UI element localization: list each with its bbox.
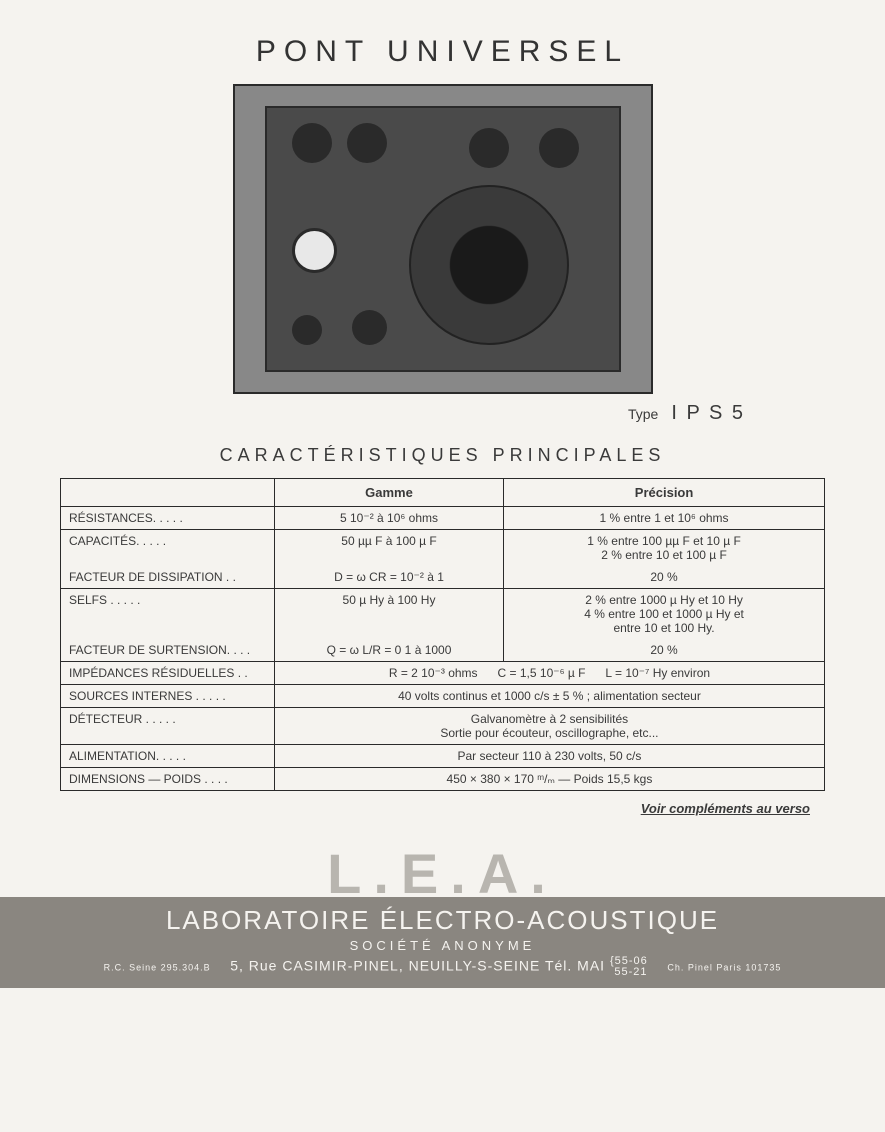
spec-gamme: D = ω CR = 10⁻² à 1	[274, 566, 503, 589]
type-word: Type	[628, 406, 658, 422]
table-row: FACTEUR DE SURTENSION. . . .Q = ω L/R = …	[61, 639, 825, 662]
page-title: PONT UNIVERSEL	[60, 35, 825, 69]
lab-subtitle: SOCIÉTÉ ANONYME	[10, 938, 875, 953]
spec-precision: 20 %	[504, 639, 825, 662]
table-row: DÉTECTEUR . . . . .Galvanomètre à 2 sens…	[61, 708, 825, 745]
spec-label: IMPÉDANCES RÉSIDUELLES . .	[61, 662, 275, 685]
spec-label: RÉSISTANCES. . . . .	[61, 507, 275, 530]
table-row: FACTEUR DE DISSIPATION . .D = ω CR = 10⁻…	[61, 566, 825, 589]
th-precision: Précision	[504, 479, 825, 507]
table-row: RÉSISTANCES. . . . .5 10⁻² à 10⁶ ohms1 %…	[61, 507, 825, 530]
lab-banner: LABORATOIRE ÉLECTRO-ACOUSTIQUE SOCIÉTÉ A…	[0, 897, 885, 988]
spec-gamme: Q = ω L/R = 0 1 à 1000	[274, 639, 503, 662]
product-photo	[233, 84, 653, 394]
spec-gamme: 50 µµ F à 100 µ F	[274, 530, 503, 567]
spec-label: FACTEUR DE DISSIPATION . .	[61, 566, 275, 589]
spec-gamme: 5 10⁻² à 10⁶ ohms	[274, 507, 503, 530]
spec-merged-value: 40 volts continus et 1000 c/s ± 5 % ; al…	[274, 685, 824, 708]
spec-precision: 20 %	[504, 566, 825, 589]
lab-phone2: 55-21	[614, 966, 647, 978]
lea-logo: L.E.A.	[60, 846, 825, 902]
type-label: Type I P S 5	[60, 402, 825, 425]
th-gamme: Gamme	[274, 479, 503, 507]
lab-address: 5, Rue CASIMIR-PINEL, NEUILLY-S-SEINE Té…	[230, 958, 605, 974]
spec-merged-value: R = 2 10⁻³ ohms C = 1,5 10⁻⁶ µ F L = 10⁻…	[274, 662, 824, 685]
table-row: SOURCES INTERNES . . . . .40 volts conti…	[61, 685, 825, 708]
table-row: SELFS . . . . .50 µ Hy à 100 Hy2 % entre…	[61, 589, 825, 640]
lab-address-line: R.C. Seine 295.304.B 5, Rue CASIMIR-PINE…	[10, 956, 875, 978]
spec-label: SELFS . . . . .	[61, 589, 275, 640]
spec-label: SOURCES INTERNES . . . . .	[61, 685, 275, 708]
table-row: DIMENSIONS — POIDS . . . .450 × 380 × 17…	[61, 768, 825, 791]
spec-precision: 2 % entre 1000 µ Hy et 10 Hy4 % entre 10…	[504, 589, 825, 640]
table-row: ALIMENTATION. . . . .Par secteur 110 à 2…	[61, 745, 825, 768]
spec-merged-value: Galvanomètre à 2 sensibilitésSortie pour…	[274, 708, 824, 745]
spec-merged-value: 450 × 380 × 170 ᵐ/ₘ — Poids 15,5 kgs	[274, 768, 824, 791]
table-header-row: Gamme Précision	[61, 479, 825, 507]
specs-section-title: CARACTÉRISTIQUES PRINCIPALES	[60, 445, 825, 466]
spec-label: FACTEUR DE SURTENSION. . . .	[61, 639, 275, 662]
lab-rc: R.C. Seine 295.304.B	[104, 963, 211, 973]
spec-gamme: 50 µ Hy à 100 Hy	[274, 589, 503, 640]
spec-label: DÉTECTEUR . . . . .	[61, 708, 275, 745]
spec-label: ALIMENTATION. . . . .	[61, 745, 275, 768]
type-value: I P S 5	[671, 402, 745, 424]
specs-table: Gamme Précision RÉSISTANCES. . . . .5 10…	[60, 478, 825, 791]
spec-label: CAPACITÉS. . . . .	[61, 530, 275, 567]
footer-note: Voir compléments au verso	[60, 801, 825, 816]
spec-merged-value: Par secteur 110 à 230 volts, 50 c/s	[274, 745, 824, 768]
lab-printer: Ch. Pinel Paris 101735	[667, 963, 781, 973]
spec-precision: 1 % entre 100 µµ F et 10 µ F2 % entre 10…	[504, 530, 825, 567]
table-row: IMPÉDANCES RÉSIDUELLES . .R = 2 10⁻³ ohm…	[61, 662, 825, 685]
spec-label: DIMENSIONS — POIDS . . . .	[61, 768, 275, 791]
spec-precision: 1 % entre 1 et 10⁶ ohms	[504, 507, 825, 530]
lab-title: LABORATOIRE ÉLECTRO-ACOUSTIQUE	[10, 905, 875, 936]
th-empty	[61, 479, 275, 507]
table-row: CAPACITÉS. . . . .50 µµ F à 100 µ F1 % e…	[61, 530, 825, 567]
